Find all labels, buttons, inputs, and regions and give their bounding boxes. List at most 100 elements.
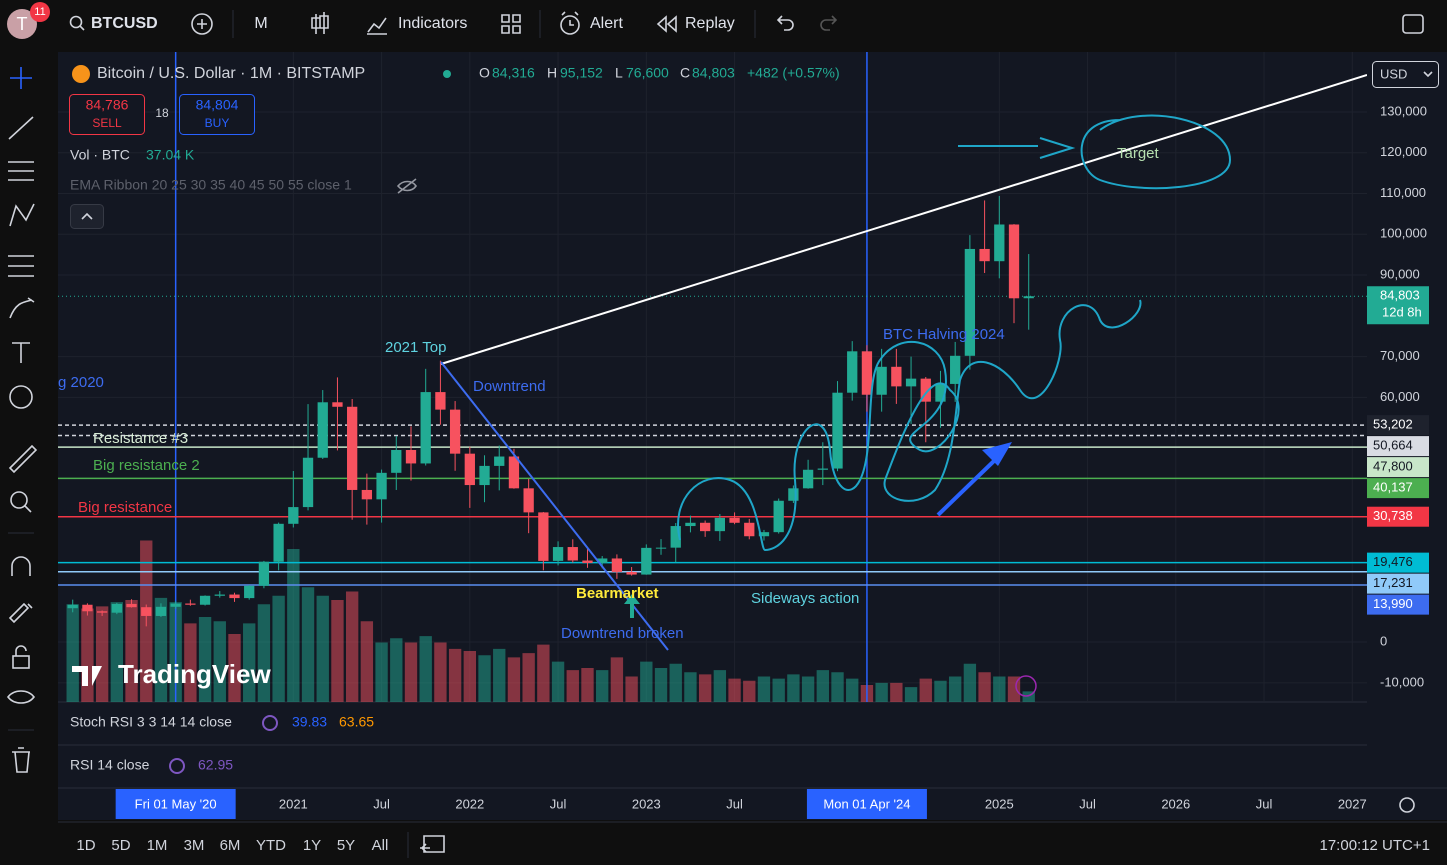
annotation: Downtrend bbox=[473, 378, 546, 395]
symbol-title: Bitcoin / U.S. Dollar · 1M · BITSTAMP bbox=[97, 65, 365, 82]
candle-body bbox=[773, 500, 784, 533]
volume-bar bbox=[846, 678, 859, 702]
range-button[interactable]: 5Y bbox=[337, 837, 355, 854]
hide-icon[interactable] bbox=[396, 178, 417, 194]
level-label-box bbox=[1367, 573, 1429, 594]
range-button[interactable]: All bbox=[372, 837, 389, 854]
symbol[interactable]: BTCUSD bbox=[91, 15, 158, 32]
candle-body bbox=[920, 378, 931, 402]
avatar[interactable] bbox=[7, 9, 37, 39]
buy-button[interactable] bbox=[179, 94, 255, 135]
magnet-tool[interactable] bbox=[11, 556, 31, 576]
trend-line bbox=[440, 74, 1367, 365]
candle-body bbox=[1023, 296, 1034, 299]
measure-tool[interactable] bbox=[8, 444, 38, 474]
range-button[interactable]: YTD bbox=[256, 837, 286, 854]
x-tick-label: Jul bbox=[550, 796, 567, 811]
trendline-tool[interactable] bbox=[8, 116, 34, 140]
y-tick-label: 110,000 bbox=[1380, 185, 1426, 200]
candle-body bbox=[685, 522, 696, 527]
candle-body bbox=[861, 351, 873, 395]
date-range[interactable] bbox=[420, 835, 445, 853]
volume-value: 37.04 K bbox=[146, 147, 195, 163]
candle-body bbox=[935, 383, 946, 402]
chart-type[interactable] bbox=[311, 12, 329, 34]
forecast-tool[interactable] bbox=[8, 255, 34, 277]
candle-body bbox=[244, 585, 255, 599]
volume-bar bbox=[728, 678, 741, 702]
undo[interactable] bbox=[776, 15, 794, 31]
candle-body bbox=[758, 532, 770, 537]
volume-bar bbox=[669, 663, 682, 702]
zoom-tool[interactable] bbox=[10, 491, 28, 509]
volume-bar bbox=[875, 682, 888, 702]
brush-tool[interactable] bbox=[9, 297, 35, 319]
visibility-tool[interactable] bbox=[6, 690, 36, 704]
range-button[interactable]: 6M bbox=[220, 837, 241, 854]
range-button[interactable]: 1M bbox=[147, 837, 168, 854]
candle-body bbox=[523, 488, 534, 513]
volume-bar bbox=[198, 617, 212, 702]
candle-body bbox=[435, 392, 446, 410]
volume-bar bbox=[772, 678, 785, 702]
avatar-letter: T bbox=[17, 14, 28, 34]
candle-body bbox=[405, 449, 417, 464]
volume-bar bbox=[478, 655, 491, 702]
candle-body bbox=[1008, 224, 1020, 299]
volume-bar bbox=[816, 670, 829, 702]
zoom-tool bbox=[24, 505, 32, 513]
volume-bar bbox=[522, 653, 535, 702]
interval[interactable]: M bbox=[254, 15, 267, 32]
currency-button[interactable] bbox=[1372, 61, 1439, 88]
settings[interactable] bbox=[1399, 797, 1415, 813]
lock-tool[interactable] bbox=[12, 655, 30, 669]
pattern-tool[interactable] bbox=[9, 203, 35, 227]
level-label-box bbox=[1367, 478, 1429, 499]
badge bbox=[30, 2, 50, 22]
volume-bar bbox=[213, 621, 226, 702]
crosshair-tool[interactable] bbox=[10, 67, 32, 89]
candle-body bbox=[744, 522, 755, 537]
replay-button[interactable]: Replay bbox=[685, 15, 735, 32]
level-label: 19,476 bbox=[1373, 554, 1413, 569]
range-button[interactable]: 3M bbox=[184, 837, 205, 854]
sell-button[interactable] bbox=[69, 94, 145, 135]
x-tick-label: Jul bbox=[1079, 796, 1096, 811]
lock-drawing[interactable] bbox=[8, 602, 33, 624]
ohlc-label: L bbox=[615, 65, 623, 81]
range-button[interactable]: 1Y bbox=[303, 837, 321, 854]
candles bbox=[67, 195, 1034, 627]
annotation: Target bbox=[1117, 145, 1160, 162]
add-symbol[interactable] bbox=[191, 13, 213, 35]
candle-body bbox=[994, 224, 1005, 262]
ohlc-label: O bbox=[479, 65, 490, 81]
candle-body bbox=[170, 603, 181, 607]
replay-icon bbox=[656, 15, 677, 33]
indicators-button[interactable]: Indicators bbox=[398, 15, 467, 32]
range-button[interactable]: 5D bbox=[111, 837, 130, 854]
indicator-panes: Stoch RSI 3 3 14 14 close 39.83 63.65 RS… bbox=[70, 714, 374, 774]
x-tick-label: 2025 bbox=[985, 796, 1014, 811]
volume-bar bbox=[463, 651, 476, 702]
search-icon bbox=[79, 25, 85, 31]
stoch-k: 39.83 bbox=[292, 714, 327, 730]
candle-body bbox=[302, 457, 314, 508]
alert-button[interactable]: Alert bbox=[590, 15, 623, 32]
time-marker-box bbox=[806, 789, 927, 819]
redo[interactable] bbox=[820, 15, 838, 31]
layouts[interactable] bbox=[501, 14, 521, 34]
indicator-icon bbox=[169, 758, 185, 774]
candle-body bbox=[802, 469, 814, 489]
level-label-box bbox=[1367, 457, 1429, 478]
icon-tool[interactable] bbox=[9, 385, 33, 409]
fullscreen[interactable] bbox=[1402, 14, 1424, 34]
collapse-button[interactable] bbox=[70, 204, 104, 229]
delete-tool[interactable] bbox=[12, 747, 30, 773]
range-button[interactable]: 1D bbox=[76, 837, 95, 854]
assistant-icon[interactable] bbox=[1015, 675, 1037, 697]
text-tool[interactable] bbox=[12, 342, 30, 363]
fib-tool[interactable] bbox=[8, 161, 34, 181]
volume-bar bbox=[831, 672, 844, 702]
volume-bar bbox=[801, 676, 815, 702]
candle-body bbox=[847, 351, 858, 393]
